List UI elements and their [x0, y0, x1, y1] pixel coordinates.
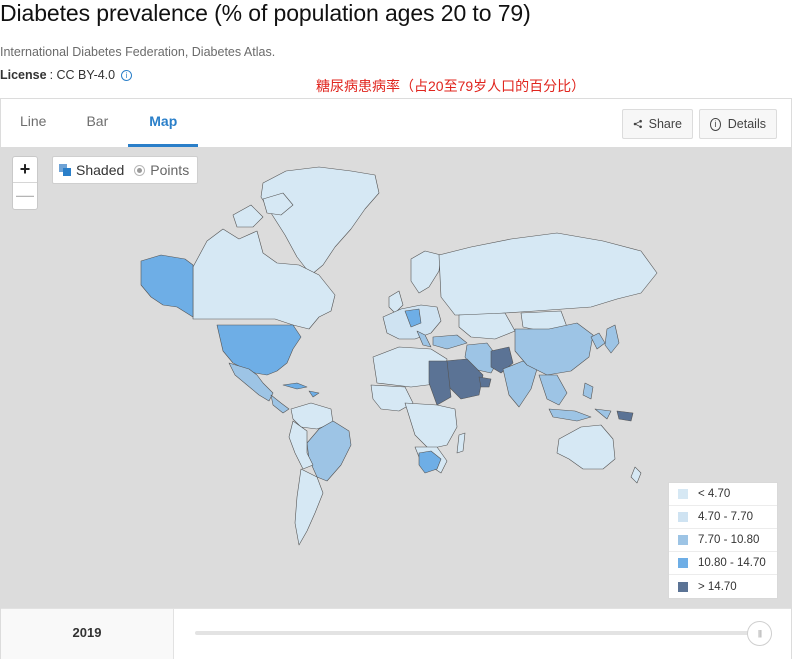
shaded-squares-icon — [59, 164, 71, 176]
mode-points-option[interactable]: Points — [134, 162, 189, 178]
map-legend: < 4.70 4.70 - 7.70 7.70 - 10.80 10.80 - … — [668, 482, 778, 599]
info-circle-icon: i — [710, 117, 721, 131]
country-mexico[interactable] — [228, 362, 274, 402]
country-papua-new-guinea[interactable] — [616, 410, 634, 422]
country-india[interactable] — [502, 360, 538, 408]
legend-item: 7.70 - 10.80 — [669, 529, 777, 552]
share-icon — [633, 119, 642, 129]
timeline-handle[interactable]: ||| — [747, 621, 772, 646]
legend-item: < 4.70 — [669, 483, 777, 506]
country-indonesia[interactable] — [548, 408, 612, 422]
share-label: Share — [648, 117, 682, 131]
country-madagascar[interactable] — [456, 432, 466, 454]
legend-swatch — [678, 558, 688, 568]
country-new-zealand[interactable] — [630, 466, 642, 484]
country-brazil[interactable] — [306, 420, 352, 482]
country-canada[interactable] — [192, 228, 336, 330]
timeline-track[interactable] — [195, 631, 760, 635]
country-australia[interactable] — [556, 424, 616, 470]
legend-label: > 14.70 — [698, 580, 737, 593]
country-alaska[interactable] — [140, 254, 194, 318]
country-southeast-asia[interactable] — [538, 374, 568, 406]
legend-label: < 4.70 — [698, 488, 731, 500]
chinese-annotation: 糖尿病患病率（占20至79岁人口的百分比） — [316, 78, 586, 94]
selected-year: 2019 — [1, 609, 174, 659]
info-icon[interactable]: i — [121, 69, 133, 81]
map-mode-toggle: Shaded Points — [52, 156, 199, 184]
country-peru-bolivia[interactable] — [288, 420, 314, 470]
country-central-east-africa[interactable] — [404, 402, 458, 450]
share-button[interactable]: Share — [622, 109, 693, 139]
zoom-controls: + — — [12, 156, 38, 210]
world-map[interactable] — [1, 147, 791, 608]
country-turkey[interactable] — [432, 334, 468, 350]
license-line: License : CC BY-4.0 i — [0, 68, 133, 82]
mode-points-label: Points — [150, 162, 190, 178]
legend-swatch — [678, 512, 688, 522]
chart-tabs: Line Bar Map — [1, 99, 199, 147]
details-label: Details — [727, 117, 766, 131]
country-chile-argentina[interactable] — [294, 468, 324, 546]
legend-label: 10.80 - 14.70 — [698, 557, 766, 569]
license-value: : CC BY-4.0 — [49, 68, 116, 82]
legend-label: 4.70 - 7.70 — [698, 511, 753, 523]
tab-line[interactable]: Line — [20, 113, 47, 129]
country-philippines[interactable] — [582, 382, 594, 400]
zoom-in-button[interactable]: + — [13, 157, 37, 183]
legend-item: > 14.70 — [669, 575, 777, 598]
legend-swatch — [678, 535, 688, 545]
country-uk-ireland[interactable] — [388, 290, 404, 314]
chart-panel: Line Bar Map Share i Details — [0, 98, 792, 659]
country-united-states[interactable] — [216, 324, 302, 376]
tab-map[interactable]: Map — [128, 99, 199, 147]
tab-bar[interactable]: Bar — [86, 113, 109, 129]
country-west-africa[interactable] — [370, 384, 414, 412]
legend-swatch — [678, 489, 688, 499]
country-gulf-states[interactable] — [478, 376, 492, 388]
license-label: License — [0, 68, 47, 82]
country-egypt-sudan[interactable] — [428, 360, 452, 406]
country-central-america[interactable] — [270, 394, 290, 414]
country-south-africa[interactable] — [418, 450, 442, 474]
country-korea-japan[interactable] — [590, 324, 620, 354]
country-china[interactable] — [514, 322, 594, 376]
country-germany[interactable] — [404, 308, 422, 328]
details-button[interactable]: i Details — [699, 109, 777, 139]
legend-item: 10.80 - 14.70 — [669, 552, 777, 575]
source-note: International Diabetes Federation, Diabe… — [0, 45, 276, 59]
page-title: Diabetes prevalence (% of population age… — [0, 0, 531, 26]
legend-swatch — [678, 581, 688, 592]
country-greenland[interactable] — [260, 166, 380, 276]
country-scandinavia[interactable] — [410, 250, 442, 294]
map-area[interactable]: + — Shaded Points < 4.70 4.70 - 7.70 — [1, 147, 791, 608]
year-timeline: 2019 ||| — [1, 608, 791, 659]
legend-item: 4.70 - 7.70 — [669, 506, 777, 529]
mode-shaded-label: Shaded — [76, 162, 125, 178]
country-canada-islands[interactable] — [232, 192, 294, 228]
country-italy[interactable] — [416, 330, 432, 348]
country-caribbean[interactable] — [282, 382, 320, 398]
radio-point-icon — [134, 164, 146, 176]
legend-label: 7.70 - 10.80 — [698, 534, 760, 546]
mode-shaded-option[interactable]: Shaded — [59, 162, 124, 178]
country-kazakhstan[interactable] — [458, 312, 516, 340]
zoom-out-button[interactable]: — — [16, 185, 34, 205]
country-russia[interactable] — [438, 232, 658, 316]
